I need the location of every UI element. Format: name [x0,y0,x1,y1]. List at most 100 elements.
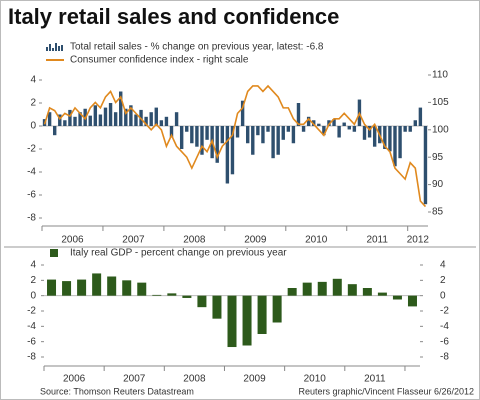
bar [179,126,184,149]
bar [205,126,209,140]
legend-swatch [46,47,48,51]
y2-tick-label: 90 [432,179,444,190]
y2-tick-label: -8 [440,352,449,363]
bar [220,126,225,144]
y2-tick-label: 100 [432,124,449,135]
bar [367,126,372,138]
legend-label: Total retail sales - % change on previou… [70,42,324,53]
bar [372,126,377,147]
y-tick-label: -2 [27,144,36,155]
bar [242,295,252,346]
bar [286,126,291,132]
bar [113,112,118,126]
bar [272,295,282,323]
bar [107,276,117,296]
y-tick-label: 0 [30,290,36,301]
y-tick-label: -8 [27,352,36,363]
bar [215,126,219,163]
bar [403,126,407,132]
bar [245,126,250,144]
bar [281,126,285,140]
y-tick-label: -8 [27,213,36,224]
bar [398,126,402,159]
bar [212,295,222,319]
legend-label: Consumer confidence index - right scale [70,55,249,66]
line [43,84,427,208]
bar [47,112,52,126]
bar [257,295,267,334]
bar [418,107,423,126]
bar [52,126,57,136]
bar [195,126,199,147]
x-tick-label: 2011 [364,374,386,385]
bar [388,126,392,152]
chart-title: Italy retail sales and confidence [8,4,339,29]
bar [276,126,280,155]
bar [383,126,387,149]
y-tick-label: -6 [27,190,36,201]
bar [266,126,270,132]
bar [322,126,326,136]
bar [197,295,207,308]
bar [352,126,357,132]
bar [167,293,177,296]
legend-swatch [61,45,63,51]
legend-swatch [55,43,57,51]
bar [317,123,321,126]
y-tick-label: -4 [27,321,36,332]
x-tick-label: 2007 [123,374,146,385]
y-tick-label: 0 [30,121,36,132]
bar [230,126,235,175]
bar [392,295,402,300]
y2-tick-label: -6 [440,336,449,347]
x-tick-label: 2010 [304,374,327,385]
bar [225,126,230,184]
bar [347,284,357,296]
y2-tick-label: 2 [440,275,446,286]
bar [312,120,316,126]
bar [129,105,133,126]
bar [185,126,189,132]
bar [92,273,102,296]
bar [93,105,98,126]
bar [413,120,418,126]
x-tick-label: 2007 [122,235,145,246]
bar [190,126,194,144]
bar [68,109,72,126]
legend-label: Italy real GDP - percent change on previ… [70,248,287,259]
x-tick-label: 2012 [407,235,430,246]
x-tick-label: 2011 [366,235,388,246]
x-tick-label: 2009 [243,374,266,385]
y2-tick-label: 110 [432,70,448,81]
bar [306,116,311,126]
bar [332,278,342,296]
y-tick-label: -2 [27,306,36,317]
bar [296,103,301,126]
bar [88,115,92,126]
y2-tick-label: 95 [432,152,444,163]
y-tick-label: -4 [27,167,36,178]
bar [362,288,372,296]
bar [137,282,147,296]
bar [332,119,336,126]
y2-tick-label: 0 [440,290,446,301]
x-tick-label: 2008 [183,235,206,246]
bar [271,126,275,159]
bar [149,112,153,126]
bar [78,112,82,126]
bar [174,112,179,126]
bar [154,107,158,126]
source: Source: Thomson Reuters Datastream [40,386,194,396]
bar [63,120,67,126]
bar [235,126,240,138]
legend-swatch [58,46,60,51]
bar [317,281,327,296]
bar [159,120,164,126]
y2-tick-label: 85 [432,207,444,218]
bar [119,91,123,126]
bar [347,126,351,130]
bar [144,116,148,126]
bar [227,295,237,348]
bar [287,288,297,296]
